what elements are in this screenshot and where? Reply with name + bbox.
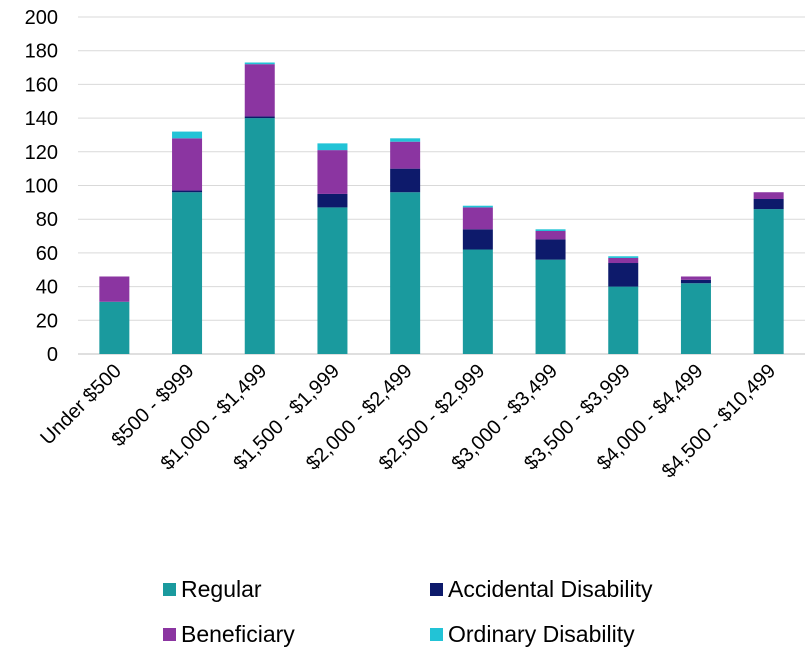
y-tick-label: 120 (25, 142, 58, 164)
bar-segment-accidental-disability (753, 198, 784, 210)
bar-segment-regular (317, 207, 348, 354)
bar-segment-beneficiary (390, 141, 421, 169)
y-tick-label: 0 (47, 344, 58, 366)
y-tick-label: 60 (36, 243, 58, 265)
bar-segment-regular (172, 192, 203, 354)
y-tick-label: 20 (36, 310, 58, 332)
bar-segment-beneficiary (172, 138, 203, 191)
x-axis-ticks: Under $500$500 - $999$1,000 - $1,499$1,5… (36, 360, 780, 483)
y-axis-ticks: 0 20 40 60 80 100 120 140 160 180 200 (25, 7, 58, 366)
bar-segment-beneficiary (680, 276, 711, 280)
bar-segment-beneficiary (608, 257, 639, 264)
bar-segment-regular (462, 249, 493, 354)
bar-segment-regular (99, 301, 130, 354)
bar-segment-ordinary-disability (317, 143, 348, 151)
bar-segment-accidental-disability (390, 168, 421, 193)
y-tick-label: 140 (25, 108, 58, 130)
bar-segment-ordinary-disability (535, 229, 566, 231)
y-tick-label: 100 (25, 176, 58, 198)
y-tick-label: 160 (25, 74, 58, 96)
bar-segment-ordinary-disability (608, 256, 639, 258)
y-tick-label: 180 (25, 41, 58, 63)
bar-segment-beneficiary (753, 192, 784, 199)
bar-segment-accidental-disability (535, 239, 566, 260)
bar-segment-ordinary-disability (462, 205, 493, 208)
bars (99, 62, 784, 354)
bar-segment-accidental-disability (680, 279, 711, 284)
bar-segment-regular (753, 209, 784, 354)
bar-segment-beneficiary (244, 64, 275, 117)
y-tick-label: 80 (36, 209, 58, 231)
bar-segment-accidental-disability (172, 190, 203, 193)
bar-segment-regular (680, 283, 711, 354)
bar-segment-regular (608, 286, 639, 354)
y-tick-label: 40 (36, 277, 58, 299)
bar-segment-regular (244, 118, 275, 354)
bar-segment-accidental-disability (244, 116, 275, 119)
bar-segment-beneficiary (99, 276, 130, 302)
bar-segment-regular (390, 192, 421, 354)
y-tick-label: 200 (25, 7, 58, 29)
bar-segment-accidental-disability (317, 193, 348, 208)
bar-segment-ordinary-disability (244, 62, 275, 65)
bar-segment-regular (535, 259, 566, 354)
bar-segment-ordinary-disability (390, 138, 421, 142)
bar-segment-accidental-disability (462, 229, 493, 250)
bar-segment-accidental-disability (608, 263, 639, 287)
bar-segment-beneficiary (535, 230, 566, 240)
bar-segment-beneficiary (317, 150, 348, 194)
bar-segment-ordinary-disability (172, 131, 203, 139)
bar-segment-beneficiary (462, 207, 493, 230)
